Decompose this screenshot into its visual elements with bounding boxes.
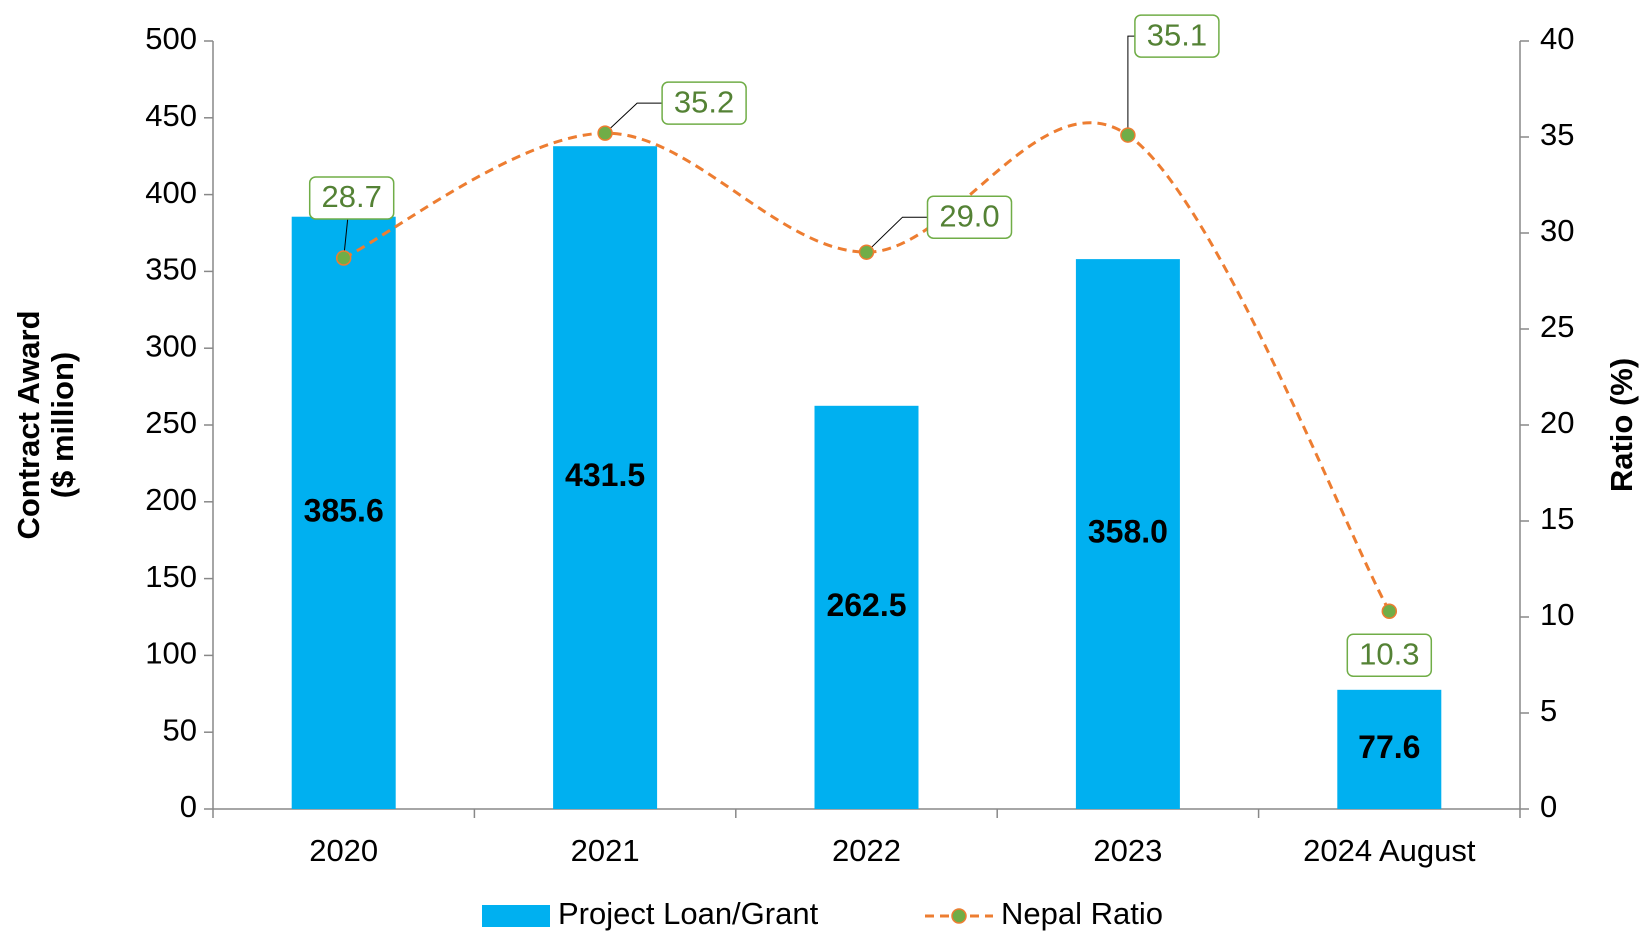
label-box: [1134, 14, 1220, 58]
y2-tick-label: 15: [1540, 501, 1574, 536]
line-value-label: 35.2: [674, 84, 734, 119]
x-tick-label: 2020: [309, 833, 378, 868]
y2-tick-label: 30: [1540, 213, 1574, 248]
leader-line: [1127, 35, 1135, 136]
y-tick-label: 100: [145, 636, 197, 671]
line-value-label: 28.7: [322, 179, 382, 214]
y-axis-title-line: Contract Award: [11, 310, 46, 539]
y2-tick-label: 10: [1540, 597, 1574, 632]
y-tick-label: 250: [145, 405, 197, 440]
label-box: [1346, 633, 1433, 677]
y-tick-label: 200: [145, 482, 197, 517]
bar-value-label: 262.5: [826, 587, 906, 623]
x-tick-label: 2024 August: [1303, 833, 1476, 868]
x-tick-label: 2022: [832, 833, 901, 868]
y2-tick-label: 35: [1540, 117, 1574, 152]
bar-value-label: 431.5: [565, 457, 645, 493]
y2-tick-label: 25: [1540, 309, 1574, 344]
legend-label: Project Loan/Grant: [558, 896, 819, 931]
line-value-label: 10.3: [1359, 636, 1419, 671]
y-tick-label: 0: [180, 789, 197, 824]
label-box: [661, 81, 747, 125]
legend-marker: [951, 908, 967, 924]
line-marker: [1381, 603, 1398, 619]
line-marker: [858, 244, 875, 260]
line-value-label: 29.0: [939, 198, 999, 233]
y2-tick-label: 5: [1540, 693, 1557, 728]
y2-tick-label: 0: [1540, 789, 1557, 824]
bar: [553, 146, 658, 809]
y-tick-label: 300: [145, 328, 197, 363]
bar-value-label: 385.6: [304, 492, 384, 528]
y-tick-label: 350: [145, 252, 197, 287]
y-tick-label: 50: [163, 712, 197, 747]
bar-value-label: 77.6: [1358, 729, 1420, 765]
bar: [291, 216, 396, 810]
label-box: [308, 176, 395, 220]
y-tick-label: 400: [145, 175, 197, 210]
legend-swatch: [482, 905, 550, 927]
x-tick-label: 2023: [1093, 833, 1162, 868]
y-axis-title-line: ($ million): [45, 352, 80, 498]
bar: [1075, 259, 1180, 809]
y-tick-label: 150: [145, 559, 197, 594]
y-tick-label: 500: [145, 21, 197, 56]
bar: [814, 405, 919, 809]
line-marker: [597, 125, 613, 141]
y-axis-title: Contract Award($ million): [11, 310, 80, 539]
y2-tick-label: 20: [1540, 405, 1574, 440]
line-value-label: 35.1: [1147, 17, 1207, 52]
y2-axis-title: Ratio (%): [1604, 358, 1639, 492]
bar-value-label: 358.0: [1088, 514, 1168, 550]
leader-line: [604, 102, 663, 134]
legend-label: Nepal Ratio: [1001, 896, 1163, 931]
ratio-line: [343, 121, 1391, 612]
y2-tick-label: 40: [1540, 21, 1574, 56]
x-tick-label: 2021: [571, 833, 640, 868]
line-marker: [1120, 127, 1136, 143]
y-tick-label: 450: [145, 98, 197, 133]
label-box: [926, 195, 1013, 239]
bar: [1337, 689, 1442, 809]
leader-line: [866, 216, 928, 253]
line-marker: [335, 250, 352, 266]
